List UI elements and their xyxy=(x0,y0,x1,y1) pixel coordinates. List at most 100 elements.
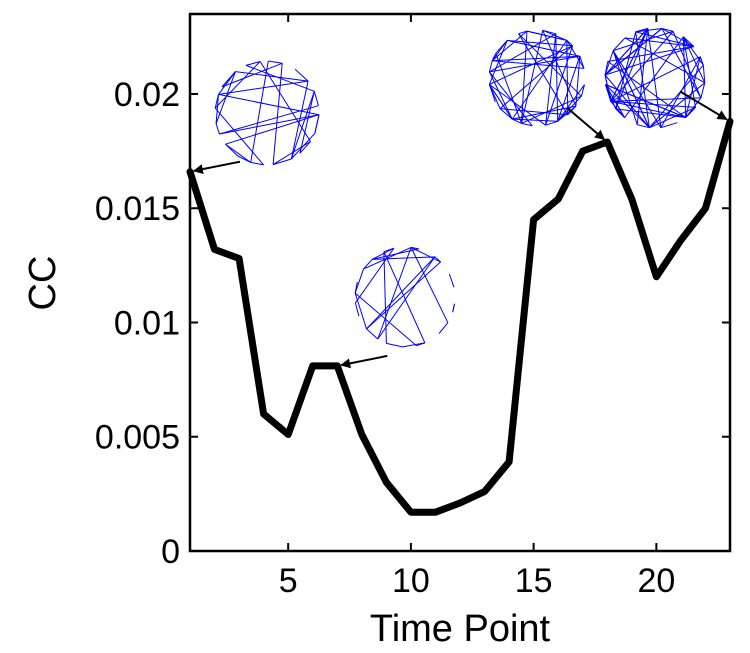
network-edge xyxy=(649,64,704,129)
network-rim-edge xyxy=(215,123,220,135)
network-rim-edge xyxy=(366,328,379,340)
y-axis-label: CC xyxy=(22,256,64,311)
network-edge xyxy=(495,53,522,124)
network-edge xyxy=(488,84,501,109)
y-tick-label: 0.005 xyxy=(95,419,180,457)
network-rim-edge xyxy=(363,259,373,270)
network-edge xyxy=(555,33,559,122)
network-edge xyxy=(605,84,650,129)
network-edge xyxy=(512,118,558,122)
network-edge xyxy=(366,256,436,330)
network-edge xyxy=(682,36,706,84)
network-edge xyxy=(402,342,425,348)
network-edge xyxy=(489,84,546,126)
network-rim-edge xyxy=(245,61,261,66)
network-edge xyxy=(575,56,581,107)
network-graph-icon xyxy=(354,246,455,348)
x-tick-label: 20 xyxy=(637,562,675,600)
network-edge xyxy=(604,74,650,129)
network-edge xyxy=(219,114,320,135)
network-edge xyxy=(682,36,687,118)
network-edge xyxy=(377,256,436,340)
series-line xyxy=(186,117,734,516)
network-edge xyxy=(225,114,320,145)
network-edge xyxy=(371,247,395,260)
network-rim-edge xyxy=(313,91,319,106)
network-edge xyxy=(272,63,283,165)
network-edge xyxy=(557,84,585,122)
network-edge xyxy=(290,132,316,160)
network-edge xyxy=(604,84,617,110)
network-edge xyxy=(607,61,686,118)
network-edge xyxy=(604,28,663,76)
network-edge xyxy=(290,80,309,160)
network-edge xyxy=(682,36,704,66)
network-edge xyxy=(507,39,580,57)
network-edge xyxy=(672,31,702,99)
network-edge xyxy=(371,248,419,260)
annotation-arrow xyxy=(340,354,388,369)
network-edge xyxy=(685,97,702,118)
annotation-arrow xyxy=(192,160,241,175)
network-edge xyxy=(354,292,367,330)
network-edge xyxy=(702,65,706,83)
network-edge xyxy=(491,53,497,62)
network-rim-edge xyxy=(448,273,455,288)
network-edge xyxy=(612,50,638,125)
network-edge xyxy=(489,71,533,127)
network-edge xyxy=(511,40,568,120)
network-edge xyxy=(610,31,674,102)
network-edge xyxy=(314,114,320,134)
network-edge xyxy=(604,28,649,76)
network-edge xyxy=(377,247,412,340)
network-edge xyxy=(647,28,662,128)
network-edge xyxy=(215,71,236,124)
network-rim-edge xyxy=(545,120,558,126)
network-edge xyxy=(636,28,649,125)
network-edge xyxy=(661,28,695,47)
network-edge xyxy=(354,247,395,304)
network-edge xyxy=(499,108,568,116)
axis-ticks xyxy=(190,14,730,552)
network-rim-edge xyxy=(294,68,309,82)
network-edge xyxy=(218,93,320,116)
network-rim-edge xyxy=(580,84,585,97)
network-edge xyxy=(299,91,315,154)
network-edge xyxy=(491,30,528,62)
network-rim-edge xyxy=(386,342,403,348)
network-edge xyxy=(625,37,694,47)
network-edge xyxy=(610,56,701,102)
network-edge xyxy=(214,107,264,166)
network-edge xyxy=(410,247,449,323)
network-edge xyxy=(661,28,702,99)
network-rim-edge xyxy=(660,122,678,129)
series-layer xyxy=(186,117,734,516)
network-edge xyxy=(250,60,269,163)
y-tick-label: 0.02 xyxy=(114,76,180,114)
network-insets xyxy=(214,28,706,348)
annotation-arrow xyxy=(566,107,605,141)
network-edge xyxy=(542,30,577,107)
network-edge xyxy=(214,61,261,109)
network-edge xyxy=(682,36,696,108)
network-edge xyxy=(235,71,309,82)
annotation-arrow xyxy=(679,90,728,121)
network-edge xyxy=(635,28,662,33)
y-tick-label: 0 xyxy=(161,533,180,571)
network-edge xyxy=(521,30,544,124)
network-edge xyxy=(649,106,696,129)
network-edge xyxy=(290,91,315,160)
network-edge xyxy=(221,62,283,88)
network-edge xyxy=(488,71,513,120)
network-edge xyxy=(566,40,569,115)
network-edge xyxy=(215,94,219,124)
network-rim-edge xyxy=(354,302,360,317)
network-edge xyxy=(612,50,662,128)
network-graph-icon xyxy=(214,60,320,166)
plot-frame xyxy=(188,12,732,553)
y-tick-label: 0.01 xyxy=(114,304,180,342)
network-rim-edge xyxy=(250,161,264,166)
network-rim-edge xyxy=(499,108,513,120)
network-edge xyxy=(615,108,686,118)
